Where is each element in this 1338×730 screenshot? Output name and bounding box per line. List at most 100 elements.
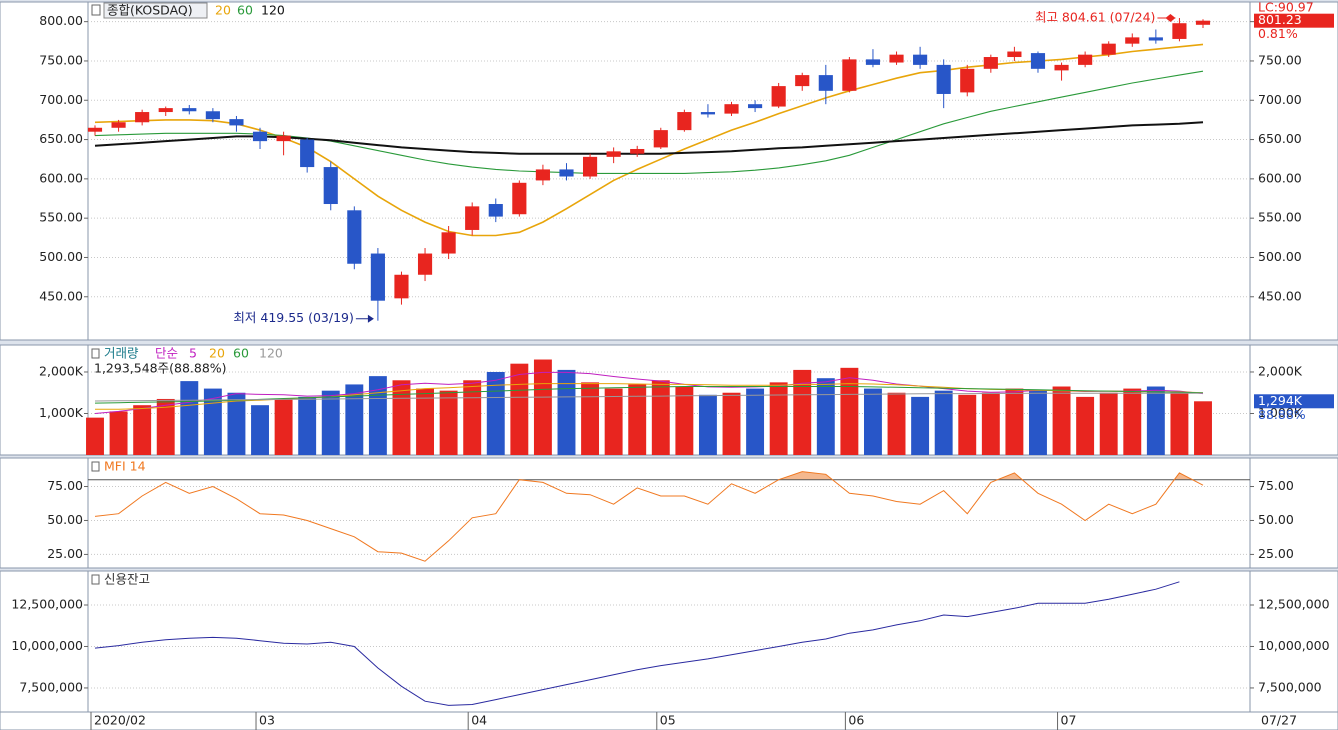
candle-body	[182, 108, 197, 112]
candle-body	[1054, 64, 1069, 71]
legend-icon	[91, 4, 101, 16]
volume-bar	[816, 378, 835, 455]
chart-title: 거래량	[104, 346, 139, 361]
legend-icon	[91, 574, 100, 585]
y-tick-label-right: 450.00	[1258, 288, 1302, 303]
volume-bar	[463, 380, 482, 455]
volume-bar	[1194, 401, 1212, 455]
candle-body	[1195, 20, 1211, 25]
volume-bar	[581, 382, 600, 455]
candle-body	[913, 54, 928, 65]
volume-bar	[911, 396, 930, 455]
high-annotation: 최고 804.61 (07/24)	[1035, 10, 1155, 25]
volume-bar	[203, 388, 222, 455]
volume-bar	[1005, 388, 1024, 455]
y-tick-label-right: 650.00	[1258, 131, 1302, 146]
y-tick-label-right: 25.00	[1258, 546, 1294, 561]
candle-body	[700, 112, 716, 115]
volume-bar	[392, 380, 411, 455]
candle-body	[606, 151, 621, 157]
volume-bar	[1029, 390, 1047, 455]
chart-title: 종합(KOSDAQ)	[107, 3, 193, 18]
volume-bar	[769, 382, 788, 455]
candle-body	[677, 112, 692, 131]
volume-bar	[156, 398, 175, 455]
candle-body	[1172, 23, 1187, 39]
legend-entry: 120	[261, 3, 285, 18]
volume-bar	[533, 359, 552, 455]
y-tick-label-right: 2,000K	[1258, 363, 1303, 378]
y-tick-label-right: 500.00	[1258, 249, 1302, 264]
volume-info: 1,293,548주(88.88%)	[94, 361, 227, 376]
y-tick-label: 75.00	[47, 478, 83, 493]
volume-bar	[840, 367, 859, 455]
last-price-box	[1254, 13, 1334, 28]
candle-body	[818, 75, 833, 91]
x-tick-label: 04	[471, 713, 487, 728]
legend-icon	[91, 461, 100, 472]
chart-title: MFI 14	[104, 459, 146, 474]
candle-body	[1101, 43, 1116, 55]
volume-bar	[675, 386, 694, 455]
volume-bar	[1052, 386, 1071, 455]
volume-bar	[1123, 388, 1142, 455]
y-tick-label: 2,000K	[39, 363, 84, 378]
candle-body	[582, 156, 598, 177]
volume-bar	[321, 390, 340, 455]
candle-body	[983, 57, 998, 69]
candle-body	[889, 54, 904, 63]
volume-bar	[439, 390, 458, 455]
candle-body	[370, 253, 385, 301]
left-gutter	[0, 570, 89, 713]
y-tick-label-right: 50.00	[1258, 512, 1294, 527]
candle-body	[135, 112, 150, 123]
y-tick-label-right: 10,000,000	[1258, 638, 1330, 653]
panel-background	[87, 570, 1251, 713]
y-tick-label-right: 7,500,000	[1258, 679, 1322, 694]
moving-average-line	[94, 70, 1204, 174]
volume-bar	[298, 396, 317, 455]
x-tick-label: 2020/02	[94, 713, 146, 728]
y-tick-label-right: 75.00	[1258, 478, 1294, 493]
candle-body	[936, 64, 951, 94]
volume-bar	[251, 405, 269, 455]
candle-body	[111, 122, 126, 128]
candle-body	[724, 104, 739, 114]
x-tick-label: 06	[848, 713, 864, 728]
y-tick-label: 1,000K	[39, 405, 84, 420]
left-gutter	[0, 457, 89, 569]
legend-entry: 60	[237, 3, 253, 18]
volume-bar	[133, 405, 152, 455]
last-price: 801.23	[1258, 12, 1302, 27]
volume-bar	[274, 398, 293, 455]
candle-body	[653, 130, 668, 148]
x-tick-label: 03	[259, 713, 275, 728]
y-tick-label: 500.00	[39, 249, 83, 264]
chart-title: 신용잔고	[104, 572, 150, 587]
y-tick-label: 10,000,000	[11, 638, 83, 653]
volume-bar	[180, 381, 199, 455]
y-tick-label-right: 600.00	[1258, 170, 1302, 185]
date-axis	[0, 711, 1338, 730]
candle-body	[465, 206, 480, 230]
volume-bar	[628, 384, 647, 455]
candle-body	[205, 111, 220, 120]
y-tick-label-right: 12,500,000	[1258, 597, 1330, 612]
x-tick-label: 05	[660, 713, 676, 728]
y-tick-label-right: 750.00	[1258, 52, 1302, 67]
y-tick-label: 25.00	[47, 546, 83, 561]
right-gutter	[1249, 457, 1338, 569]
candle-body	[1148, 37, 1163, 41]
candle-body	[276, 135, 291, 142]
last-volume-box	[1254, 394, 1334, 409]
candle-body	[347, 210, 362, 264]
legend-subtitle: 단순	[155, 346, 178, 361]
x-tick-label: 07	[1061, 713, 1077, 728]
candle-body	[559, 169, 574, 177]
volume-bar	[793, 369, 812, 455]
legend-entry: 5	[189, 346, 197, 361]
y-tick-label: 450.00	[39, 288, 83, 303]
lc-label: LC:90.97	[1258, 0, 1314, 15]
volume-bar	[1099, 392, 1118, 455]
